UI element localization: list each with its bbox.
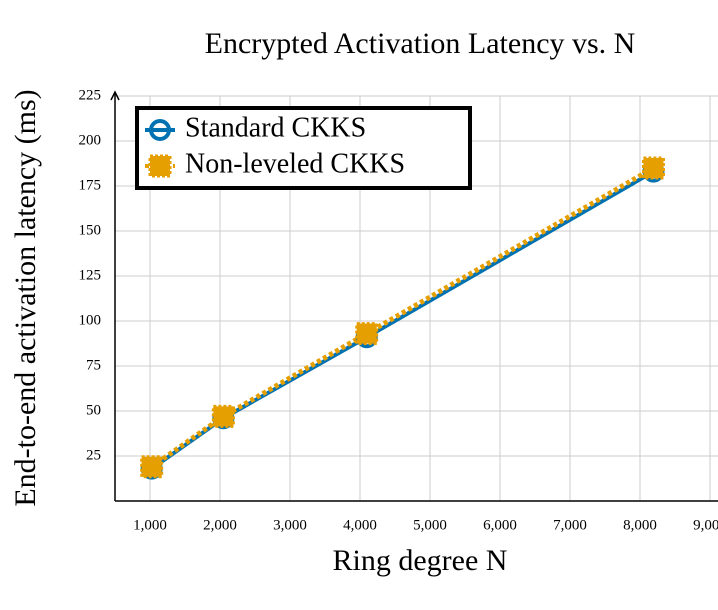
legend-box xyxy=(135,106,472,190)
x-tick-label: 1,000 xyxy=(133,517,167,533)
x-tick-label: 7,000 xyxy=(553,517,587,533)
x-tick-label: 5,000 xyxy=(413,517,447,533)
y-axis-label: End-to-end activation latency (ms) xyxy=(9,89,42,506)
x-tick-label: 8,000 xyxy=(623,517,657,533)
y-tick-label: 225 xyxy=(79,87,102,103)
series-line xyxy=(150,165,655,469)
chart-title: Encrypted Activation Latency vs. N xyxy=(205,27,636,60)
data-point xyxy=(641,156,665,180)
y-tick-label: 200 xyxy=(79,132,102,148)
x-axis-label: Ring degree N xyxy=(333,544,508,577)
y-tick-label: 150 xyxy=(79,222,102,238)
y-axis-arrow xyxy=(110,90,120,101)
data-point xyxy=(355,322,379,346)
data-point xyxy=(140,455,164,479)
x-tick-label: 9,000 xyxy=(693,517,718,533)
legend-marker xyxy=(148,154,172,178)
y-tick-label: 50 xyxy=(86,402,101,418)
y-tick-label: 25 xyxy=(86,447,101,463)
x-tick-label: 3,000 xyxy=(273,517,307,533)
x-tick-label: 2,000 xyxy=(203,517,237,533)
data-point xyxy=(211,404,235,428)
x-tick-label: 4,000 xyxy=(343,517,377,533)
legend-label: Non-leveled CKKS xyxy=(185,148,405,179)
y-tick-label: 125 xyxy=(79,267,102,283)
y-tick-label: 100 xyxy=(79,312,102,328)
legend-label: Standard CKKS xyxy=(185,112,366,143)
y-tick-label: 175 xyxy=(79,177,102,193)
y-tick-label: 75 xyxy=(86,357,101,373)
legend-marker xyxy=(149,119,171,141)
x-tick-label: 6,000 xyxy=(483,517,517,533)
